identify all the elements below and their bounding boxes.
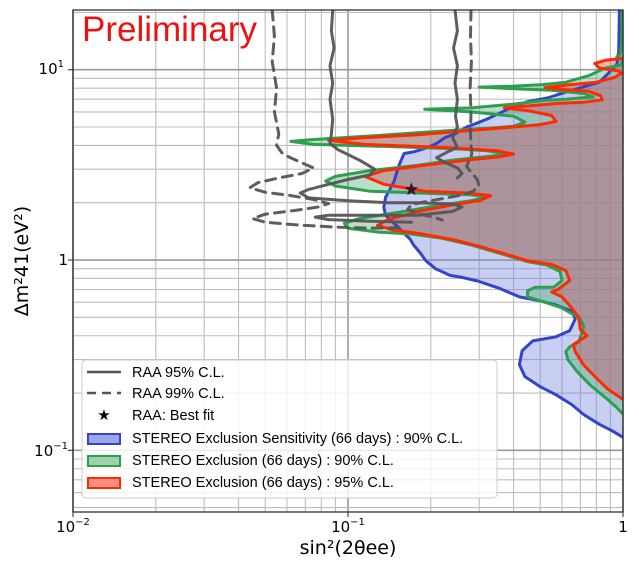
y-axis-title: Δm²41(eV²) bbox=[11, 206, 33, 316]
legend-label: STEREO Exclusion Sensitivity (66 days) :… bbox=[132, 431, 463, 447]
best-fit-star-marker bbox=[404, 182, 418, 196]
x-tick-label: 10−2 bbox=[56, 517, 90, 536]
y-tick-label: 1 bbox=[58, 251, 68, 269]
raa-95cl-left-branch bbox=[298, 10, 464, 224]
axis-ticks bbox=[68, 69, 624, 517]
x-axis-title: sin²(2θee) bbox=[300, 537, 397, 559]
legend: ★ RAA 95% C.L. RAA 99% C.L. RAA: Best fi… bbox=[81, 359, 498, 499]
y-tick-label: 101 bbox=[39, 59, 64, 78]
exclusion-95cl-region-edge bbox=[327, 56, 623, 401]
y-tick-labels: 101 1 10−1 bbox=[34, 59, 68, 460]
best-fit-layer bbox=[404, 182, 418, 196]
raa-99cl-left-branch bbox=[248, 10, 406, 230]
legend-label: STEREO Exclusion (66 days) : 90% C.L. bbox=[132, 453, 394, 469]
legend-red-patch-icon bbox=[87, 477, 121, 489]
preliminary-annotation: Preliminary bbox=[82, 10, 258, 49]
exclusion-90cl-region-fill bbox=[290, 10, 623, 415]
legend-box bbox=[81, 359, 498, 499]
x-tick-labels: 10−2 10−1 1 bbox=[56, 517, 628, 536]
x-tick-label: 10−1 bbox=[331, 517, 365, 536]
sensitivity-90cl-region-fill bbox=[383, 10, 623, 438]
y-tick-label: 10−1 bbox=[34, 441, 68, 460]
legend-green-patch-icon bbox=[87, 455, 121, 467]
legend-label: RAA: Best fit bbox=[132, 408, 214, 424]
legend-label: RAA 99% C.L. bbox=[132, 386, 225, 402]
exclusion-95cl-region-fill bbox=[328, 58, 623, 400]
legend-label: STEREO Exclusion (66 days) : 95% C.L. bbox=[132, 475, 394, 491]
contour-regions bbox=[289, 10, 623, 439]
exclusion-90cl-region-edge bbox=[289, 10, 623, 416]
raa-99cl-right-branch bbox=[406, 10, 481, 222]
legend-blue-patch-icon bbox=[87, 433, 121, 445]
legend-star-icon: ★ bbox=[97, 406, 110, 424]
legend-label: RAA 95% C.L. bbox=[132, 365, 225, 381]
raa-95cl-right-branch bbox=[435, 10, 464, 180]
raa-contours bbox=[248, 10, 481, 230]
x-tick-label: 1 bbox=[618, 518, 628, 536]
